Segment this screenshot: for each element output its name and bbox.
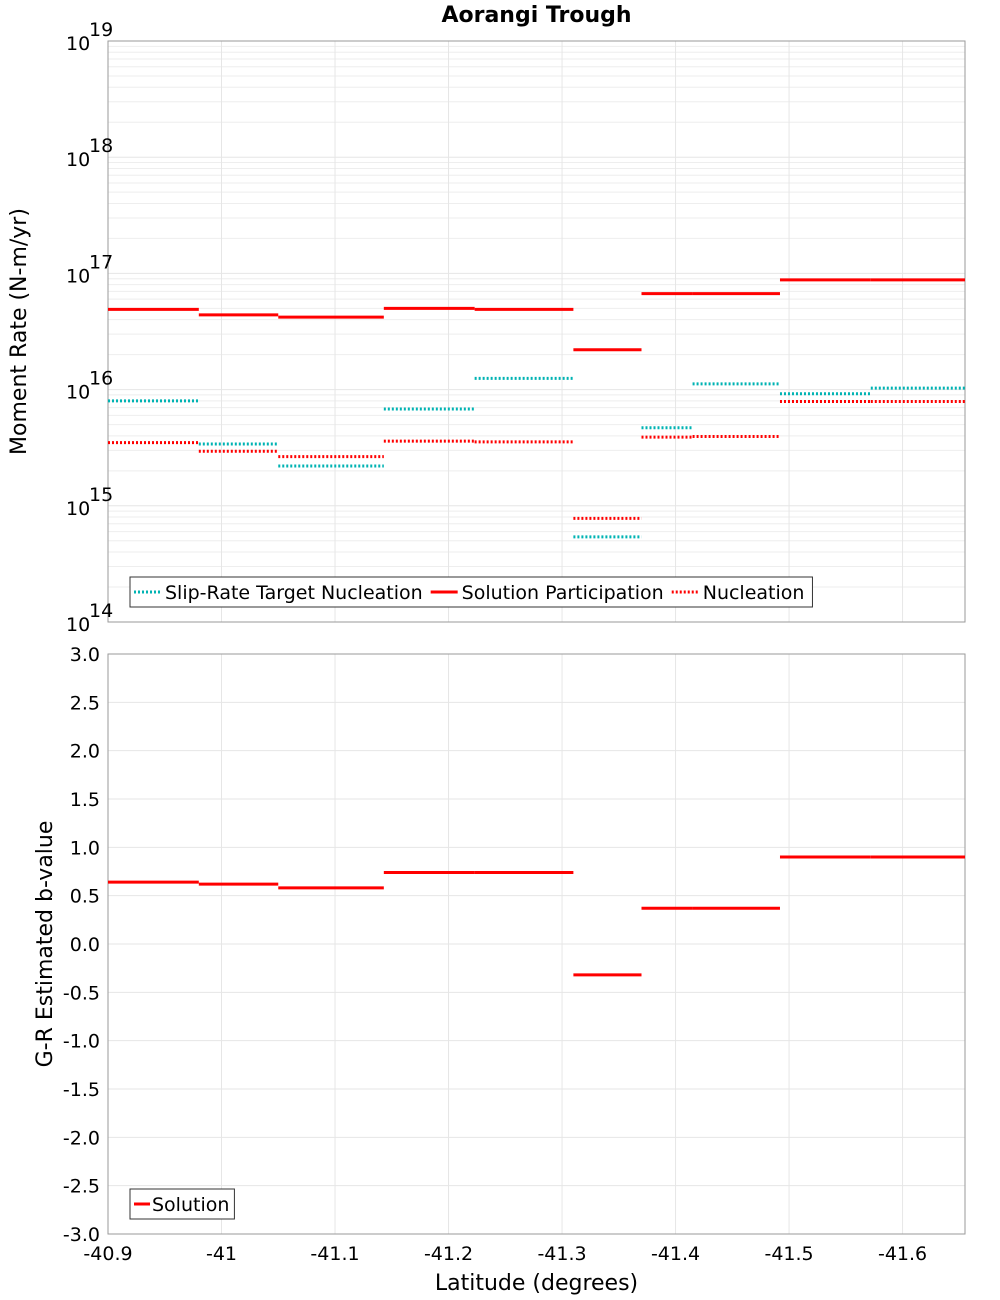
bottom-plot-frame xyxy=(107,653,966,1235)
bottom-y-axis-label: G-R Estimated b-value xyxy=(33,821,58,1068)
y-tick-base: 10 xyxy=(66,33,90,55)
legend-label-solution-participation: Solution Participation xyxy=(462,582,664,604)
x-tick-label: -41.4 xyxy=(651,1243,700,1265)
y-tick-base: 10 xyxy=(66,498,90,520)
legend-label-solution: Solution xyxy=(152,1194,229,1216)
x-tick-label: -41.3 xyxy=(537,1243,586,1265)
bottom-y-tick-label: -2.0 xyxy=(63,1127,100,1149)
y-tick-exponent: 19 xyxy=(89,19,113,41)
top-legend: Slip-Rate Target Nucleation Solution Part… xyxy=(129,576,813,608)
chart-title: Aorangi Trough xyxy=(441,3,631,28)
x-tick-label: -41.1 xyxy=(310,1243,359,1265)
y-tick-exponent: 17 xyxy=(89,251,113,273)
y-tick-base: 10 xyxy=(66,614,90,636)
x-tick-label: -40.9 xyxy=(83,1243,132,1265)
y-tick-exponent: 15 xyxy=(89,484,113,506)
bottom-y-tick-label: 3.0 xyxy=(70,644,100,666)
bottom-y-tick-label: 1.5 xyxy=(70,789,100,811)
legend-label-nucleation: Nucleation xyxy=(703,582,805,604)
x-tick-label: -41 xyxy=(206,1243,237,1265)
bottom-y-tick-label: 2.0 xyxy=(70,741,100,763)
x-tick-label: -41.6 xyxy=(878,1243,927,1265)
y-tick-exponent: 18 xyxy=(89,135,113,157)
y-tick-base: 10 xyxy=(66,265,90,287)
top-y-axis-label: Moment Rate (N-m/yr) xyxy=(7,208,32,455)
top-plot-frame xyxy=(107,40,966,623)
bottom-y-tick-label: -2.5 xyxy=(63,1176,100,1198)
y-tick-exponent: 14 xyxy=(89,600,113,622)
bottom-legend: Solution xyxy=(129,1188,235,1220)
bottom-y-tick-label: -3.0 xyxy=(63,1224,100,1246)
y-tick-base: 10 xyxy=(66,149,90,171)
y-tick-base: 10 xyxy=(66,382,90,404)
bottom-y-tick-label: 2.5 xyxy=(70,692,100,714)
x-tick-label: -41.5 xyxy=(764,1243,813,1265)
y-tick-exponent: 16 xyxy=(89,368,113,390)
x-axis-label: Latitude (degrees) xyxy=(435,1271,638,1296)
top-legend-box xyxy=(129,576,813,608)
bottom-y-tick-label: 0.0 xyxy=(70,934,100,956)
bottom-y-tick-label: 1.0 xyxy=(70,837,100,859)
bottom-y-tick-label: -1.5 xyxy=(63,1079,100,1101)
legend-label-slip-rate-target-nucleation: Slip-Rate Target Nucleation xyxy=(165,582,423,604)
bottom-y-tick-label: -0.5 xyxy=(63,982,100,1004)
bottom-y-tick-label: -1.0 xyxy=(63,1031,100,1053)
x-tick-label: -41.2 xyxy=(424,1243,473,1265)
bottom-y-tick-label: 0.5 xyxy=(70,886,100,908)
